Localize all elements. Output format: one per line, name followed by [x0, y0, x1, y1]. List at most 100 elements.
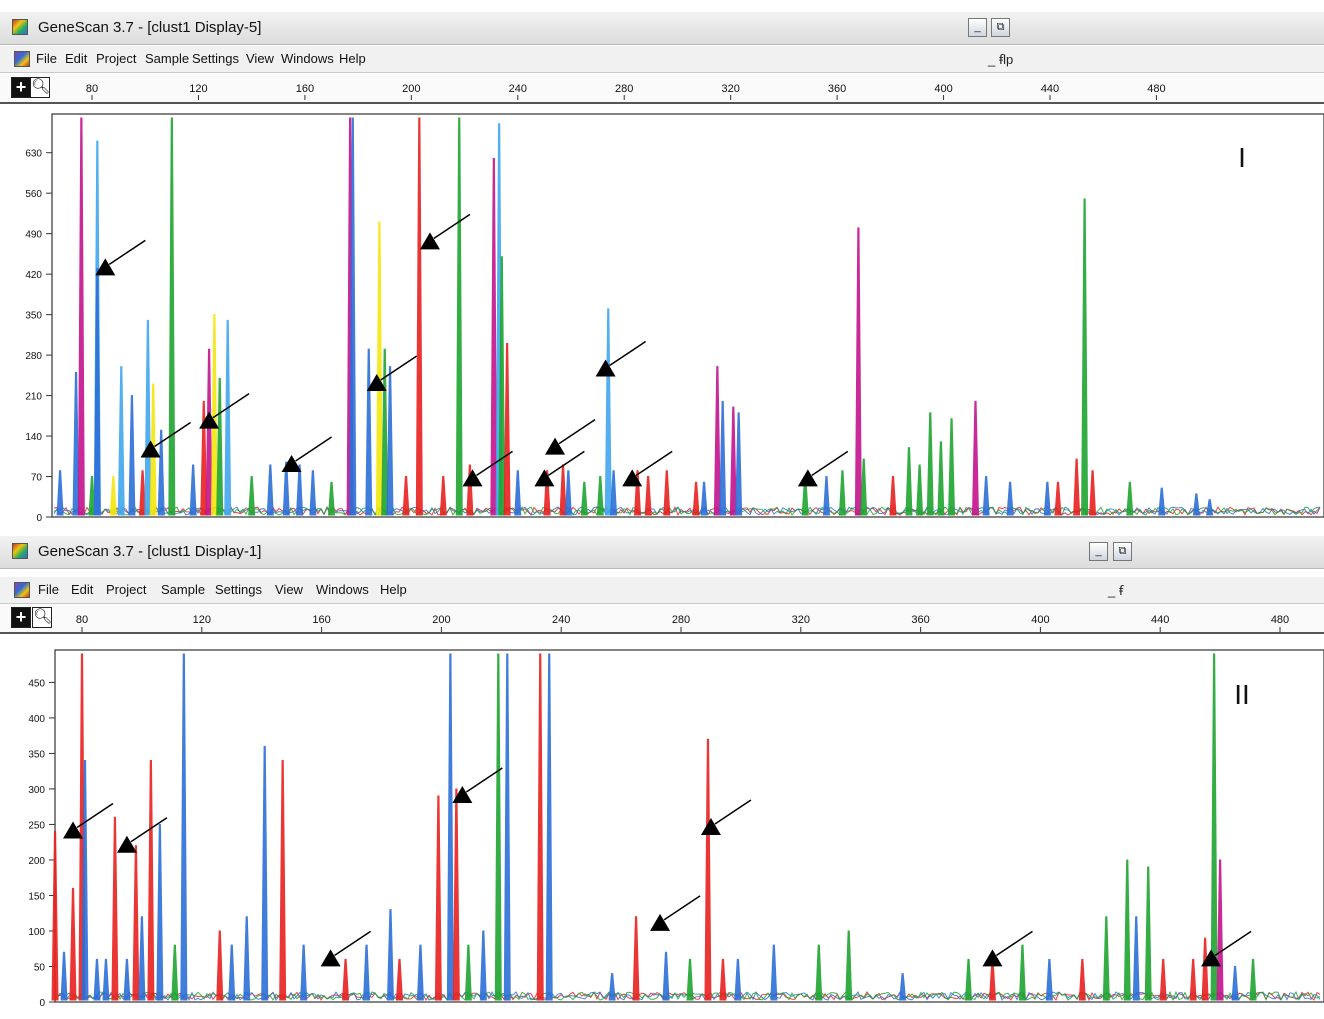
- peak: [545, 653, 553, 1001]
- x-tick-label: 400: [1031, 614, 1049, 626]
- y-tick-label: 490: [25, 230, 42, 241]
- plot-area: [51, 113, 1324, 518]
- arrow-head: [281, 454, 302, 472]
- arrow-tail: [635, 450, 673, 477]
- menu-view[interactable]: View: [275, 582, 303, 597]
- menu-windows[interactable]: Windows: [281, 51, 334, 66]
- arrow-head: [452, 786, 473, 804]
- document-window-controls[interactable]: _ ꞙ: [1108, 583, 1124, 598]
- arrow-head: [116, 835, 137, 853]
- arrow-marker: [650, 895, 701, 931]
- peak: [564, 470, 572, 516]
- menu-help[interactable]: Help: [339, 51, 366, 66]
- y-tick-label: 0: [39, 998, 45, 1009]
- arrow-tail: [380, 355, 418, 381]
- toolbar-ruler: + 🔍︎: [0, 74, 1324, 104]
- menu-file[interactable]: File: [36, 51, 57, 66]
- peak: [1081, 198, 1089, 516]
- peak: [132, 845, 140, 1001]
- arrow-marker: [366, 355, 418, 391]
- peak: [838, 470, 846, 516]
- window-titlebar[interactable]: GeneScan 3.7 - [clust1 Display-1] _ ⧉: [0, 536, 1324, 569]
- peak: [1159, 958, 1167, 1001]
- y-tick-label: 450: [28, 678, 45, 689]
- menu-settings[interactable]: Settings: [215, 582, 262, 597]
- x-tick-label: 480: [1271, 614, 1289, 626]
- menu-windows[interactable]: Windows: [316, 582, 369, 597]
- peak: [205, 348, 213, 516]
- menu-project[interactable]: Project: [106, 582, 147, 597]
- y-tick-label: 420: [25, 270, 42, 281]
- peak: [88, 476, 96, 516]
- menu-help[interactable]: Help: [380, 582, 407, 597]
- arrow-marker: [140, 421, 191, 458]
- peak: [77, 117, 85, 516]
- peak: [608, 973, 616, 1001]
- y-tick-label: 560: [25, 189, 42, 200]
- arrow-marker: [545, 418, 596, 455]
- baseline-noise: [53, 505, 1321, 517]
- arrow-marker: [797, 450, 849, 487]
- document-icon[interactable]: [14, 582, 30, 598]
- peak: [1132, 916, 1140, 1001]
- peak: [692, 481, 700, 516]
- arrow-head: [462, 469, 483, 487]
- peak: [434, 795, 442, 1001]
- peak: [138, 916, 146, 1001]
- minimize-icon[interactable]: _: [968, 18, 987, 37]
- menu-sample[interactable]: Sample: [145, 51, 190, 66]
- arrow-head: [534, 469, 555, 487]
- peak: [604, 308, 612, 516]
- add-icon[interactable]: +: [11, 77, 31, 98]
- peak: [327, 481, 336, 516]
- peak: [56, 470, 64, 516]
- menu-view[interactable]: View: [246, 51, 274, 66]
- zoom-icon[interactable]: 🔍︎: [32, 607, 52, 628]
- menu-file[interactable]: File: [38, 582, 59, 597]
- peak: [296, 464, 304, 516]
- restore-icon[interactable]: ⧉: [1113, 542, 1132, 561]
- add-icon[interactable]: +: [11, 607, 31, 628]
- arrow-head: [199, 411, 220, 429]
- genescan-app-icon: [12, 19, 28, 35]
- panel-label: I: [1238, 142, 1246, 173]
- menu-edit[interactable]: Edit: [65, 51, 88, 66]
- menu-project[interactable]: Project: [96, 51, 137, 66]
- document-icon[interactable]: [14, 51, 30, 67]
- arrow-head: [622, 469, 643, 487]
- peak: [1089, 470, 1097, 516]
- peak: [632, 916, 640, 1001]
- arrow-head: [595, 359, 616, 377]
- arrow-marker: [95, 239, 146, 276]
- window-titlebar[interactable]: GeneScan 3.7 - [clust1 Display-5] _ ⧉: [0, 12, 1324, 45]
- peak: [1018, 944, 1026, 1001]
- peak: [926, 412, 934, 516]
- arrow-head: [140, 440, 161, 458]
- arrow-marker: [462, 450, 513, 487]
- arrow-head: [797, 469, 818, 487]
- arrow-marker: [320, 930, 372, 967]
- peak: [117, 366, 125, 516]
- x-tick-label: 80: [76, 614, 88, 626]
- peak: [1006, 481, 1014, 516]
- peak: [446, 653, 454, 1001]
- peak: [455, 117, 463, 516]
- peak: [210, 314, 218, 516]
- peak: [580, 481, 588, 516]
- peak: [713, 366, 721, 516]
- window-title: GeneScan 3.7 - [clust1 Display-5]: [38, 19, 262, 36]
- menu-sample[interactable]: Sample: [161, 582, 206, 597]
- genescan-window-1: GeneScan 3.7 - [clust1 Display-5] _ ⧉ Fi…: [0, 12, 1324, 524]
- menu-edit[interactable]: Edit: [71, 582, 94, 597]
- restore-icon[interactable]: ⧉: [991, 18, 1010, 37]
- minimize-icon[interactable]: _: [1089, 542, 1108, 561]
- x-tick-label: 120: [193, 614, 211, 626]
- menu-settings[interactable]: Settings: [192, 51, 239, 66]
- arrow-head: [1201, 949, 1222, 967]
- zoom-icon[interactable]: 🔍︎: [30, 77, 50, 98]
- arrow-head: [320, 949, 341, 967]
- toolbar-ruler: + 🔍︎: [0, 604, 1324, 634]
- peak: [1073, 458, 1081, 516]
- document-window-controls[interactable]: _ ꞙlp: [988, 52, 1014, 67]
- y-tick-label: 400: [28, 714, 45, 725]
